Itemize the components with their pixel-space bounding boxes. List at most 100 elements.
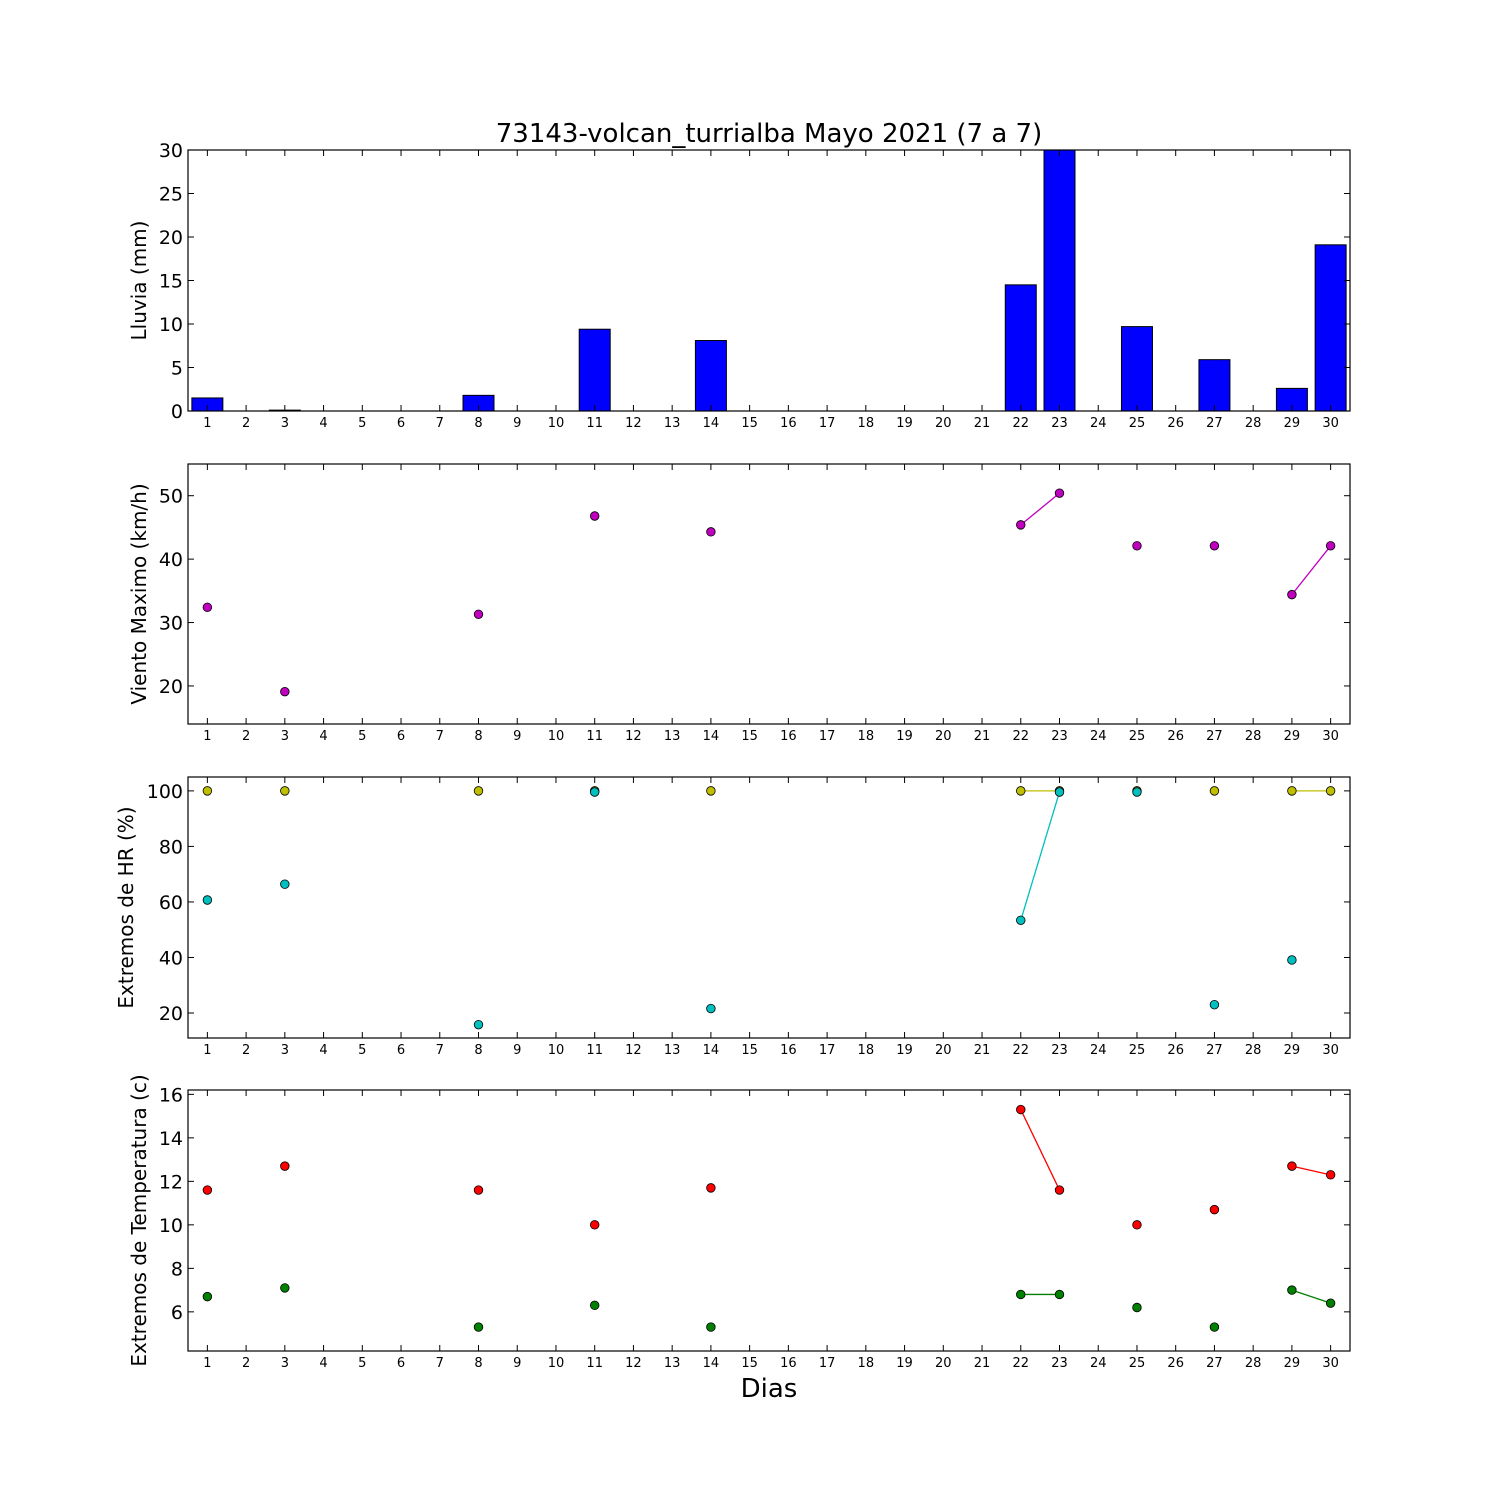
series-1 (202, 488, 1336, 697)
bar-day-27 (1198, 359, 1231, 412)
x-tick-label: 15 (741, 416, 758, 431)
point-day-3 (280, 1161, 290, 1171)
x-tick-label: 2 (242, 729, 250, 744)
x-tick-label: 7 (436, 729, 444, 744)
x-tick-label: 8 (474, 1356, 482, 1371)
y-tick-label: 60 (159, 892, 183, 914)
point-day-25 (1132, 787, 1142, 797)
subplot-1: 1 2 3 4 5 6 7 8 9 10 11 12 13 14 15 16 17 18 19 20 21 22 23 24 2… (127, 140, 1351, 431)
x-tick-label: 22 (1012, 1043, 1029, 1058)
x-tick-label: 29 (1284, 1043, 1301, 1058)
point-day-3 (280, 786, 290, 796)
point-day-30 (1325, 1170, 1336, 1180)
x-tick-label: 20 (935, 1043, 952, 1058)
x-tick-label: 15 (741, 729, 758, 744)
x-tick-label: 15 (741, 1043, 758, 1058)
point-day-29 (1287, 1285, 1297, 1295)
point-day-8 (473, 609, 484, 619)
point-day-22 (1016, 786, 1026, 796)
subplot-4: 1 2 3 4 5 6 7 8 9 10 11 12 13 14 15 16 17 18 19 20 21 22 23 24 2… (127, 1074, 1351, 1371)
x-tick-label: 24 (1090, 416, 1107, 431)
point-day-8 (473, 786, 484, 796)
y-tick-label: 30 (159, 140, 183, 162)
x-tick-label: 17 (819, 729, 836, 744)
x-tick-label: 7 (436, 1043, 444, 1058)
x-tick-label: 21 (974, 729, 991, 744)
point-day-25 (1132, 1220, 1142, 1230)
x-tick-label: 17 (819, 1356, 836, 1371)
x-tick-label: 20 (935, 729, 952, 744)
x-tick-label: 26 (1167, 1043, 1184, 1058)
x-tick-label: 12 (625, 416, 642, 431)
point-day-22 (1016, 1289, 1026, 1300)
x-tick-label: 6 (397, 729, 405, 744)
point-day-30 (1325, 1298, 1336, 1308)
point-day-29 (1287, 589, 1297, 600)
x-tick-label: 8 (474, 416, 482, 431)
x-tick-label: 17 (819, 1043, 836, 1058)
x-tick-label: 10 (548, 1356, 565, 1371)
x-tick-label: 10 (548, 1043, 565, 1058)
x-tick-label: 22 (1012, 1356, 1029, 1371)
subplots: 1 2 3 4 5 6 7 8 9 10 11 12 13 14 15 16 17 18 19 20 21 22 23 24 2… (114, 140, 1351, 1371)
x-tick-label: 7 (436, 416, 444, 431)
x-tick-label: 3 (281, 1356, 289, 1371)
x-tick-label: 5 (358, 416, 366, 431)
point-day-22 (1016, 915, 1026, 925)
y-tick-label: 10 (159, 314, 183, 336)
point-day-3 (280, 1283, 290, 1293)
x-tick-label: 21 (974, 1043, 991, 1058)
point-day-27 (1209, 999, 1220, 1010)
y-tick-label: 20 (159, 1003, 183, 1025)
y-tick-label: 10 (159, 1215, 183, 1237)
x-axis-label: Dias (741, 1374, 798, 1404)
x-tick-label: 12 (625, 1356, 642, 1371)
x-tick-label: 25 (1129, 1043, 1146, 1058)
point-day-8 (473, 1019, 484, 1030)
x-tick-label: 29 (1284, 1356, 1301, 1371)
y-tick-label: 50 (159, 486, 183, 508)
x-tick-label: 18 (858, 1043, 875, 1058)
y-tick-label: 6 (171, 1302, 183, 1324)
x-tick-label: 19 (896, 416, 913, 431)
x-tick-label: 27 (1206, 729, 1223, 744)
y-axis-label: Viento Maximo (km/h) (127, 483, 151, 704)
bar-day-11 (578, 328, 611, 412)
x-tick-label: 6 (397, 1356, 405, 1371)
point-day-23 (1054, 488, 1065, 498)
x-tick-label: 15 (741, 1356, 758, 1371)
point-day-11 (590, 511, 600, 521)
point-day-8 (473, 1185, 484, 1195)
x-tick-label: 20 (935, 416, 952, 431)
axes-frame (187, 149, 1351, 412)
x-tick-label: 23 (1051, 416, 1068, 431)
x-tick-label: 1 (203, 1356, 211, 1371)
x-tick-label: 3 (281, 416, 289, 431)
x-tick-label: 25 (1129, 416, 1146, 431)
x-tick-label: 19 (896, 1356, 913, 1371)
x-tick-label: 18 (858, 1356, 875, 1371)
y-tick-label: 40 (159, 947, 183, 969)
point-day-1 (202, 602, 213, 613)
x-tick-label: 2 (242, 1043, 250, 1058)
x-tick-label: 5 (358, 1356, 366, 1371)
series-1 (202, 786, 1336, 796)
x-tick-label: 2 (242, 1356, 250, 1371)
x-tick-label: 13 (664, 1356, 681, 1371)
y-tick-label: 100 (147, 781, 183, 803)
bar-day-22 (1004, 284, 1037, 412)
series-2 (202, 787, 1297, 1030)
x-tick-label: 13 (664, 729, 681, 744)
point-day-29 (1287, 786, 1297, 796)
segment-day-22-23 (1020, 1109, 1061, 1191)
x-tick-label: 11 (586, 416, 603, 431)
x-tick-label: 23 (1051, 729, 1068, 744)
x-tick-label: 4 (319, 1043, 327, 1058)
y-tick-label: 12 (159, 1171, 183, 1193)
point-day-23 (1054, 1185, 1065, 1195)
point-day-27 (1209, 541, 1220, 551)
x-tick-label: 4 (319, 729, 327, 744)
x-tick-label: 12 (625, 1043, 642, 1058)
x-tick-label: 24 (1090, 1356, 1107, 1371)
x-tick-label: 22 (1012, 416, 1029, 431)
